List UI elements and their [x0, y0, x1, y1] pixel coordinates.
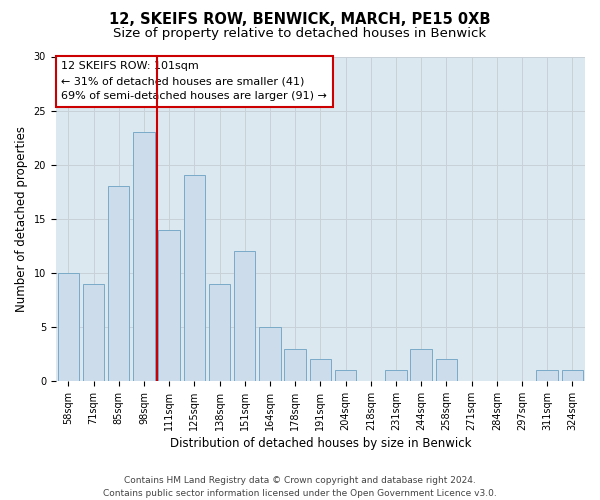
Bar [209, 284, 230, 381]
Bar [259, 327, 281, 381]
Y-axis label: Number of detached properties: Number of detached properties [15, 126, 28, 312]
Text: Size of property relative to detached houses in Benwick: Size of property relative to detached ho… [113, 28, 487, 40]
Bar [58, 273, 79, 381]
Bar [158, 230, 180, 381]
Text: 12 SKEIFS ROW: 101sqm
← 31% of detached houses are smaller (41)
69% of semi-deta: 12 SKEIFS ROW: 101sqm ← 31% of detached … [61, 62, 327, 101]
Bar [133, 132, 155, 381]
Bar [184, 176, 205, 381]
Bar [410, 348, 432, 381]
Bar [536, 370, 558, 381]
Text: 12, SKEIFS ROW, BENWICK, MARCH, PE15 0XB: 12, SKEIFS ROW, BENWICK, MARCH, PE15 0XB [109, 12, 491, 28]
Text: Contains HM Land Registry data © Crown copyright and database right 2024.
Contai: Contains HM Land Registry data © Crown c… [103, 476, 497, 498]
Bar [234, 251, 256, 381]
Bar [385, 370, 407, 381]
Bar [335, 370, 356, 381]
Bar [284, 348, 306, 381]
X-axis label: Distribution of detached houses by size in Benwick: Distribution of detached houses by size … [170, 437, 471, 450]
Bar [436, 360, 457, 381]
Bar [310, 360, 331, 381]
Bar [562, 370, 583, 381]
Bar [108, 186, 130, 381]
Bar [83, 284, 104, 381]
